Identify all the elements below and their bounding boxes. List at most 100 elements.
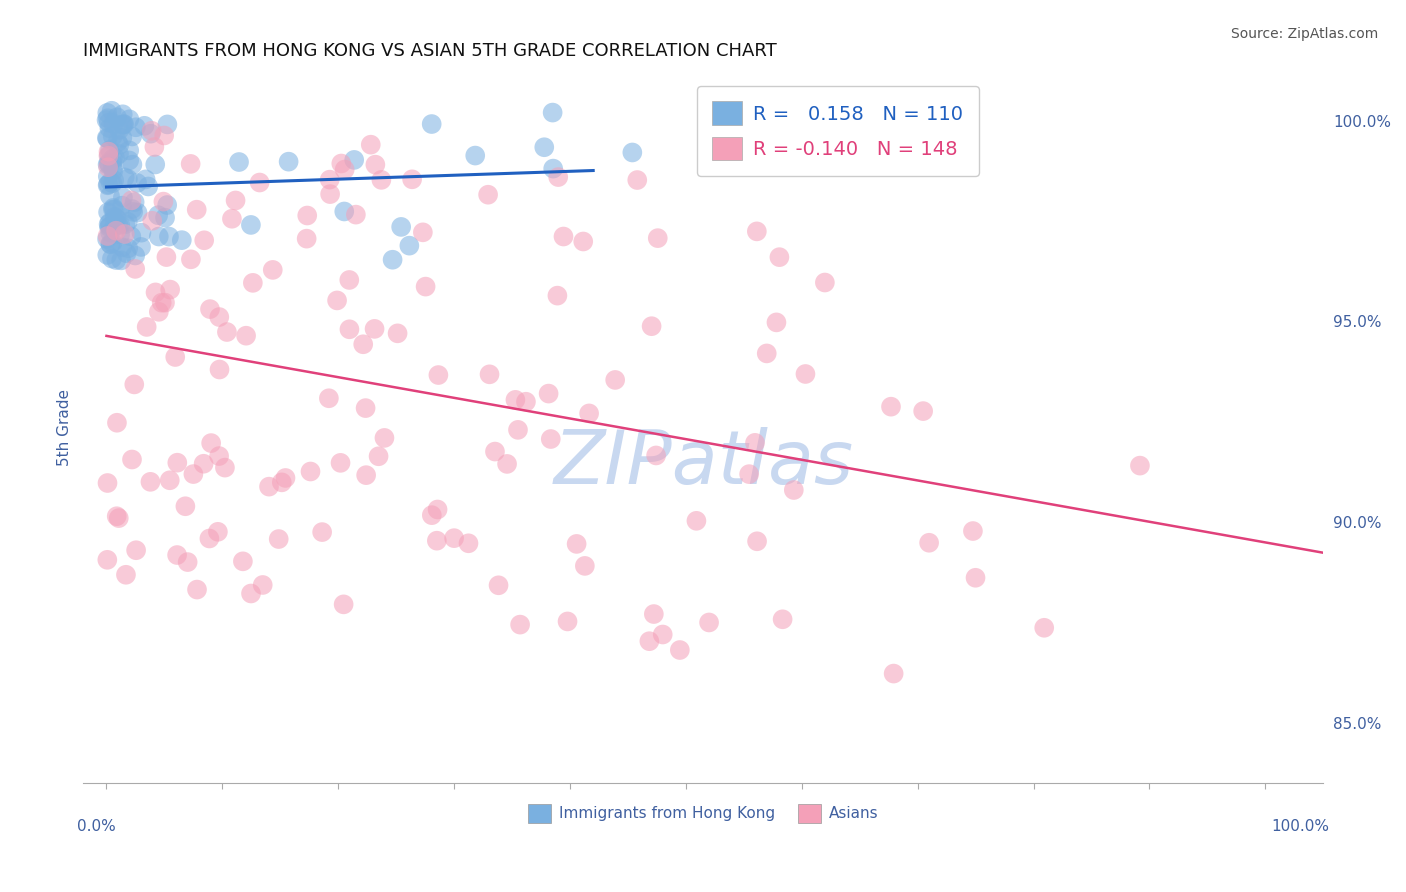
Point — [744, 435, 766, 450]
Point — [105, 211, 128, 226]
Point — [242, 276, 264, 290]
Point — [180, 157, 202, 171]
Point — [464, 148, 486, 162]
Point — [124, 377, 146, 392]
Point — [96, 232, 118, 246]
Point — [98, 236, 121, 251]
Point — [343, 153, 366, 167]
Point — [153, 295, 176, 310]
Point — [104, 151, 127, 165]
Point — [398, 238, 420, 252]
Point — [738, 467, 761, 482]
Point — [299, 465, 322, 479]
Point — [326, 293, 349, 308]
Point — [111, 240, 134, 254]
Point — [121, 202, 143, 216]
Point — [198, 532, 221, 546]
Point — [697, 615, 720, 630]
Point — [364, 158, 387, 172]
Point — [457, 536, 479, 550]
Point — [318, 391, 340, 405]
Point — [427, 368, 450, 382]
Point — [311, 525, 333, 540]
Point — [547, 170, 569, 185]
Point — [97, 178, 120, 193]
Point — [96, 475, 118, 490]
Point — [101, 176, 124, 190]
Point — [352, 337, 374, 351]
Y-axis label: 5th Grade: 5th Grade — [58, 389, 72, 467]
Point — [118, 112, 141, 127]
Point — [141, 214, 163, 228]
Point — [115, 567, 138, 582]
Point — [426, 533, 449, 548]
Point — [98, 175, 121, 189]
Point — [880, 400, 903, 414]
Point — [105, 224, 128, 238]
Point — [148, 305, 170, 319]
Point — [186, 582, 208, 597]
Point — [208, 449, 231, 463]
Point — [120, 229, 142, 244]
Point — [183, 467, 205, 481]
Point — [143, 157, 166, 171]
Point — [98, 149, 121, 163]
Point — [103, 219, 125, 234]
Point — [145, 285, 167, 300]
Point — [96, 248, 118, 262]
Text: IMMIGRANTS FROM HONG KONG VS ASIAN 5TH GRADE CORRELATION CHART: IMMIGRANTS FROM HONG KONG VS ASIAN 5TH G… — [83, 42, 778, 60]
Point — [115, 246, 138, 260]
Point — [148, 229, 170, 244]
Point — [412, 225, 434, 239]
Point — [515, 394, 537, 409]
Point — [235, 328, 257, 343]
Point — [112, 117, 135, 131]
Point — [101, 129, 124, 144]
Point — [107, 218, 129, 232]
Point — [505, 392, 527, 407]
Point — [232, 554, 254, 568]
Point — [274, 471, 297, 485]
Point — [108, 123, 131, 137]
Point — [295, 232, 318, 246]
Point — [344, 208, 367, 222]
Point — [669, 643, 692, 657]
Point — [1033, 621, 1056, 635]
Point — [104, 210, 127, 224]
Point — [96, 113, 118, 128]
Point — [772, 612, 794, 626]
Point — [166, 456, 188, 470]
Point — [100, 237, 122, 252]
Point — [153, 128, 176, 143]
Point — [170, 233, 193, 247]
Point — [114, 227, 136, 241]
Point — [121, 158, 143, 172]
Point — [131, 226, 153, 240]
Point — [101, 152, 124, 166]
Point — [122, 204, 145, 219]
Point — [127, 176, 149, 190]
Point — [200, 436, 222, 450]
Point — [111, 190, 134, 204]
Point — [96, 131, 118, 145]
Point — [111, 131, 134, 145]
Point — [152, 194, 174, 209]
Point — [110, 253, 132, 268]
Point — [129, 240, 152, 254]
Point — [103, 202, 125, 217]
Point — [193, 457, 215, 471]
Point — [97, 217, 120, 231]
Point — [96, 131, 118, 145]
Point — [389, 219, 412, 234]
Point — [1129, 458, 1152, 473]
Point — [333, 204, 356, 219]
Point — [101, 161, 124, 175]
Point — [267, 532, 290, 546]
Point — [103, 117, 125, 131]
Point — [139, 475, 162, 489]
Point — [214, 460, 236, 475]
Point — [97, 178, 120, 192]
Point — [136, 179, 159, 194]
Point — [814, 276, 837, 290]
Point — [110, 218, 132, 232]
